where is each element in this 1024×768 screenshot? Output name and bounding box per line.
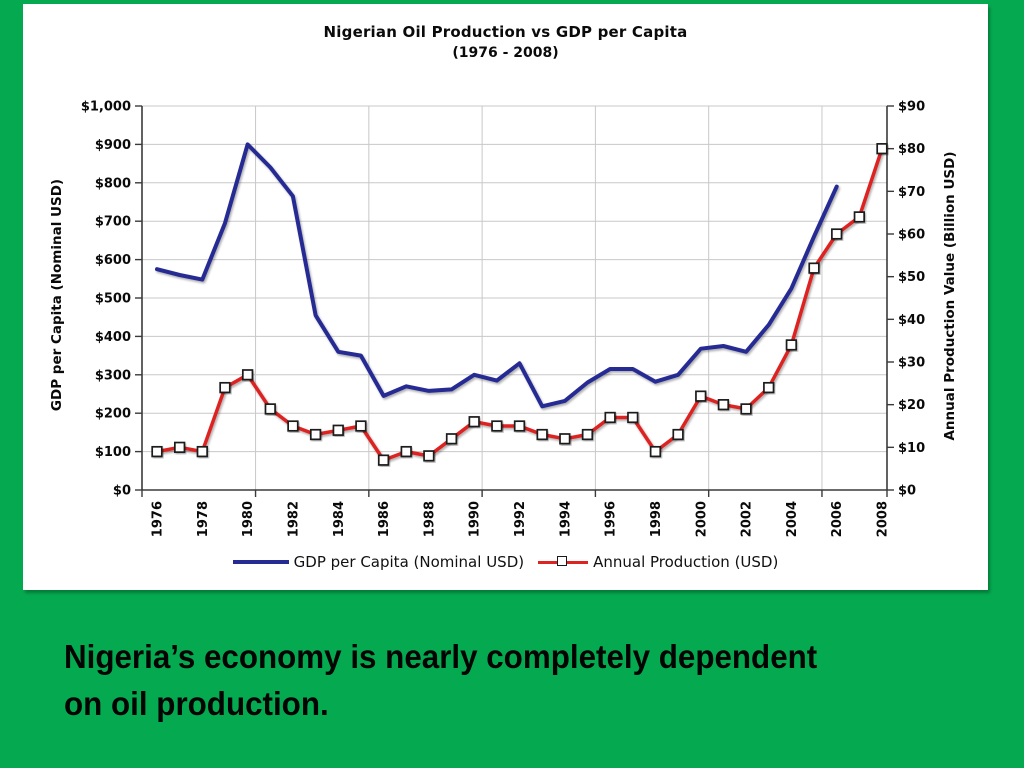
left-tick-label: $700 (95, 215, 131, 230)
data-point-marker (808, 262, 820, 274)
gdp-line-series (155, 142, 839, 409)
data-point-marker (536, 428, 548, 441)
left-tick-label: $400 (95, 330, 131, 345)
data-point-marker (853, 211, 865, 223)
data-point-marker (332, 424, 344, 436)
left-tick-label: $100 (95, 445, 131, 460)
x-tick-label: 1992 (513, 501, 528, 537)
data-point-marker (287, 420, 299, 432)
x-tick-label: 1996 (604, 501, 619, 537)
data-point-marker (491, 420, 503, 432)
legend-label-gdp: GDP per Capita (Nominal USD) (293, 553, 525, 571)
x-tick-label: 2008 (876, 501, 891, 537)
legend-label-production: Annual Production (USD) (593, 553, 779, 571)
right-tick-label: $80 (898, 142, 925, 157)
left-tick-label: $500 (95, 292, 131, 307)
oil-production-vs-gdp-chart: $0 $100 $200 $300 $400 $500 $600 $700 $800 $900 $1… (81, 100, 925, 538)
data-point-marker (763, 381, 775, 394)
x-tick-label: 1984 (332, 501, 347, 537)
slide-caption: Nigeria’s economy is nearly completely d… (64, 633, 817, 727)
data-point-marker (559, 433, 571, 445)
x-tick-label: 1980 (241, 501, 256, 537)
right-tick-label: $0 (898, 484, 916, 499)
chart-title: Nigerian Oil Production vs GDP per Capit… (323, 23, 688, 41)
caption-line-1: Nigeria’s economy is nearly completely d… (64, 638, 818, 675)
data-point-marker (264, 403, 276, 415)
x-tick-label: 1976 (151, 501, 166, 537)
x-axis-ticks (141, 490, 888, 497)
right-tick-label: $70 (898, 185, 925, 200)
data-point-marker (309, 428, 322, 441)
data-point-marker (377, 454, 390, 466)
x-tick-label: 2000 (694, 501, 709, 537)
data-point-marker (649, 445, 662, 458)
x-tick-label: 2006 (830, 501, 845, 537)
data-point-marker (423, 450, 435, 462)
data-point-marker (151, 445, 163, 458)
data-point-marker (241, 369, 254, 381)
x-tick-label: 1988 (422, 501, 437, 537)
right-tick-label: $30 (898, 356, 925, 371)
data-point-marker (627, 411, 639, 424)
data-point-marker (219, 381, 231, 394)
chart-subtitle: (1976 - 2008) (452, 45, 559, 61)
chart-legend: GDP per Capita (Nominal USD) Annual Prod… (23, 553, 988, 571)
chart-panel: Nigerian Oil Production vs GDP per Capit… (23, 4, 988, 590)
data-point-marker (740, 403, 752, 415)
data-point-marker (876, 143, 888, 155)
x-tick-label: 1978 (196, 501, 211, 537)
left-tick-label: $300 (95, 368, 131, 383)
left-tick-label: $1,000 (81, 100, 131, 115)
data-point-marker (581, 428, 594, 441)
x-tick-label: 1990 (468, 501, 483, 537)
right-tick-label: $90 (898, 100, 925, 115)
horizontal-gridlines (142, 105, 887, 453)
production-line-swatch-icon (538, 555, 589, 569)
right-axis-title: Annual Production Value (Billion USD) (942, 151, 958, 441)
left-tick-label: $600 (95, 253, 131, 268)
caption-line-2: on oil production. (64, 685, 329, 722)
data-point-marker (468, 416, 480, 428)
left-axis-ticks: $0 $100 $200 $300 $400 $500 $600 $700 $800 $900 $1… (81, 100, 142, 499)
data-point-marker (174, 441, 186, 453)
data-point-marker (400, 445, 412, 458)
data-point-marker (355, 420, 367, 432)
left-tick-label: $0 (113, 484, 131, 499)
x-tick-label: 1986 (377, 501, 392, 537)
data-point-marker (695, 390, 707, 402)
right-axis-ticks: $0 $10 $20 $30 $40 $50 $60 $70 $80 $90 (887, 100, 925, 499)
right-tick-label: $60 (898, 228, 925, 243)
data-point-marker (604, 411, 616, 424)
right-tick-label: $20 (898, 398, 925, 413)
left-tick-label: $200 (95, 407, 131, 422)
gdp-line-swatch-icon (232, 560, 289, 564)
x-tick-label: 2004 (785, 501, 800, 537)
data-point-marker (672, 428, 684, 441)
left-axis-title: GDP per Capita (Nominal USD) (49, 178, 65, 412)
data-point-marker (717, 399, 730, 411)
vertical-gridlines (255, 106, 823, 490)
data-point-marker (785, 339, 798, 351)
data-point-marker (196, 445, 208, 458)
x-tick-label: 1994 (558, 501, 573, 537)
right-tick-label: $40 (898, 313, 925, 328)
left-tick-label: $800 (95, 176, 131, 191)
x-tick-label: 2002 (740, 501, 755, 537)
right-tick-label: $10 (898, 441, 925, 456)
production-markers (151, 143, 888, 466)
data-point-marker (445, 433, 458, 445)
x-tick-label: 1982 (286, 501, 301, 537)
right-tick-label: $50 (898, 270, 925, 285)
x-tick-labels: 1976 1978 1980 1982 1984 1986 1988 1990 1992 1994… (151, 501, 891, 537)
x-tick-label: 1998 (649, 501, 664, 537)
left-tick-label: $900 (95, 138, 131, 153)
data-point-marker (513, 420, 526, 432)
data-point-marker (831, 228, 843, 240)
